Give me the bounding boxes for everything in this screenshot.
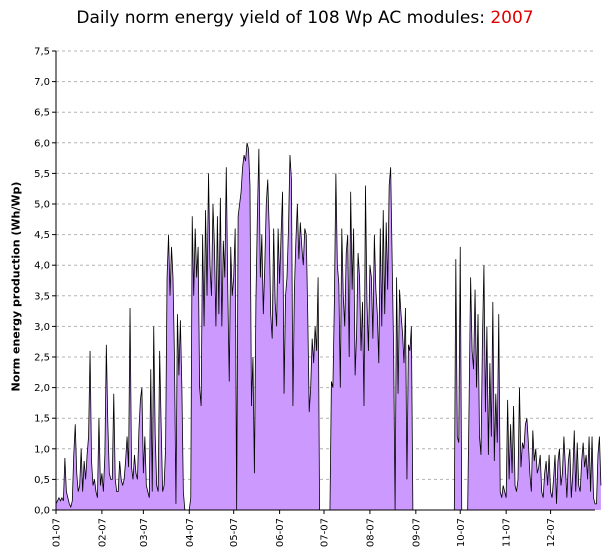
y-tick-label: 5,5 bbox=[34, 169, 50, 180]
plot-area bbox=[56, 51, 595, 510]
chart-title-main: Daily norm energy yield of 108 Wp AC mod… bbox=[76, 8, 491, 28]
x-tick-label: 01-07 bbox=[52, 518, 63, 547]
x-tick-label: 08-07 bbox=[365, 518, 376, 547]
y-tick-label: 7,0 bbox=[34, 77, 50, 88]
y-tick-label: 2,5 bbox=[34, 353, 50, 364]
x-tick-label: 09-07 bbox=[411, 518, 422, 547]
y-tick-label: 4,5 bbox=[34, 230, 50, 241]
chart-title: Daily norm energy yield of 108 Wp AC mod… bbox=[0, 8, 610, 28]
y-tick-label: 3,5 bbox=[34, 291, 50, 302]
x-tick-label: 10-07 bbox=[456, 518, 467, 547]
x-tick-label: 11-07 bbox=[502, 518, 513, 547]
y-tick-label: 1,5 bbox=[34, 414, 50, 425]
y-tick-label: 4,0 bbox=[34, 261, 50, 272]
x-tick-label: 12-07 bbox=[546, 518, 557, 547]
x-tick-label: 03-07 bbox=[139, 518, 150, 547]
x-tick-label: 05-07 bbox=[229, 518, 240, 547]
y-tick-label: 3,0 bbox=[34, 322, 50, 333]
x-tick-label: 06-07 bbox=[275, 518, 286, 547]
y-tick-label: 6,5 bbox=[34, 108, 50, 119]
y-tick-label: 2,0 bbox=[34, 383, 50, 394]
y-tick-label: 5,0 bbox=[34, 200, 50, 211]
y-tick-label: 6,0 bbox=[34, 138, 50, 149]
y-tick-label: 0,0 bbox=[34, 506, 50, 517]
chart-title-year: 2007 bbox=[490, 8, 534, 28]
y-tick-label: 1,0 bbox=[34, 444, 50, 455]
x-tick-label: 07-07 bbox=[320, 518, 331, 547]
y-tick-label: 7,5 bbox=[34, 47, 50, 58]
x-tick-label: 04-07 bbox=[185, 518, 196, 547]
y-tick-label: 0,5 bbox=[34, 475, 50, 486]
x-tick-label: 02-07 bbox=[97, 518, 108, 547]
